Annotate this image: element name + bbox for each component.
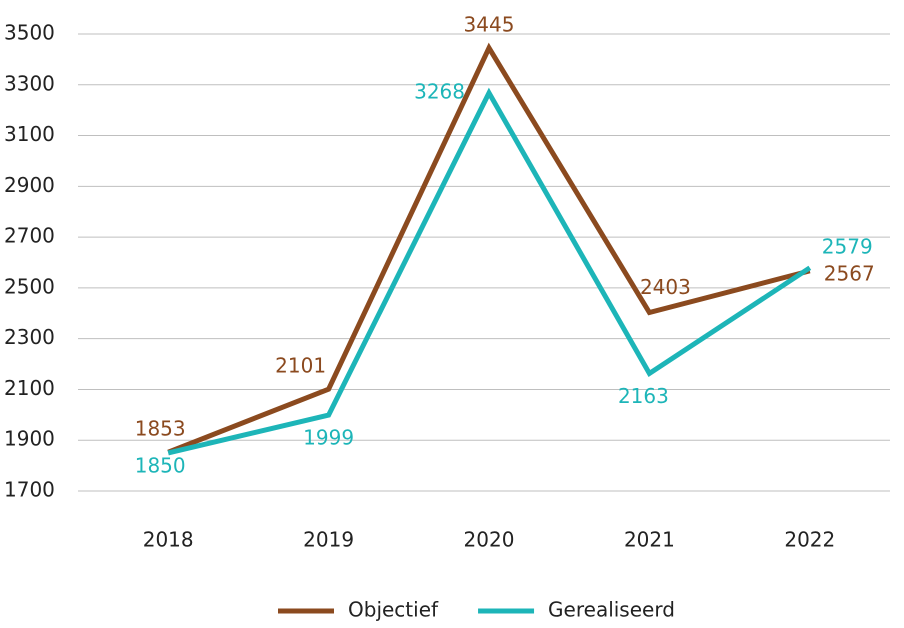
data-label: 1850	[135, 453, 186, 477]
y-tick-label: 1700	[4, 478, 55, 502]
y-tick-label: 2700	[4, 224, 55, 248]
y-tick-label: 3500	[4, 21, 55, 45]
x-tick-label: 2021	[624, 528, 675, 552]
data-label: 2579	[822, 234, 873, 258]
x-tick-label: 2019	[303, 528, 354, 552]
x-tick-label: 2018	[143, 528, 194, 552]
legend-label: Objectief	[348, 598, 439, 622]
data-label: 3445	[464, 12, 515, 36]
x-tick-label: 2020	[464, 528, 515, 552]
y-tick-label: 2300	[4, 325, 55, 349]
y-tick-label: 3300	[4, 71, 55, 95]
y-tick-label: 2900	[4, 173, 55, 197]
data-label: 3268	[414, 79, 465, 103]
y-tick-label: 2100	[4, 376, 55, 400]
y-tick-label: 2500	[4, 274, 55, 298]
data-label: 1853	[135, 417, 186, 441]
data-label: 2403	[640, 275, 691, 299]
x-tick-label: 2022	[784, 528, 835, 552]
data-label: 2101	[275, 354, 326, 378]
legend-label: Gerealiseerd	[548, 598, 675, 622]
y-tick-label: 3100	[4, 122, 55, 146]
data-label: 1999	[303, 426, 354, 450]
line-series	[167, 42, 811, 455]
y-tick-label: 1900	[4, 427, 55, 451]
line-series	[167, 87, 812, 456]
data-label: 2567	[824, 261, 875, 285]
data-label: 2163	[618, 384, 669, 408]
